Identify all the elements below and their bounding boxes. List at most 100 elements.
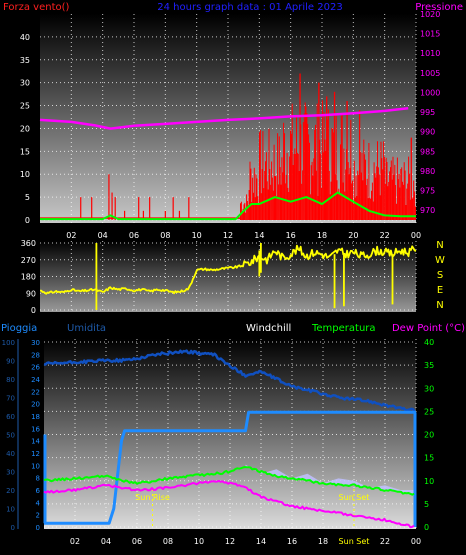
dewpoint-line [43, 479, 415, 529]
temperature-tick-label: 30 [424, 384, 434, 393]
humidity-tick-label: 30 [6, 469, 15, 477]
rain-tick-label: 0 [36, 524, 40, 532]
pressure-axis-label: Pressione [415, 2, 463, 13]
bottom-x-tick-label: 02 [70, 537, 80, 546]
bottom-x-tick-label: 08 [163, 537, 173, 546]
top-x-tick-label: 02 [66, 231, 76, 240]
bottom-x-tick-label: 10 [194, 537, 204, 546]
wind-direction-grid [40, 241, 417, 312]
rain-tick-label: 10 [31, 462, 40, 470]
pressure-tick-label: 980 [420, 167, 435, 176]
humidity-tick-label: 60 [6, 413, 15, 421]
pressure-series [39, 106, 409, 130]
top-x-tick-label: 00 [411, 231, 421, 240]
humidity-tick-label: 40 [6, 450, 15, 458]
bottom-x-tick-label: 14 [256, 537, 266, 546]
pressure-tick-label: 1020 [420, 10, 440, 19]
bottom-x-tick-label: 12 [225, 537, 235, 546]
wind-tick-label: 5 [25, 193, 30, 202]
humidity-tick-label: 10 [6, 506, 15, 514]
rain-tick-label: 18 [31, 413, 40, 421]
pressure-tick-label: 995 [420, 108, 435, 117]
direction-tick-label: 0 [31, 306, 36, 315]
bottom-x-tick-label: 16 [287, 537, 297, 546]
pressure-tick-label: 1005 [420, 69, 440, 78]
temperature-plot-area [44, 339, 416, 529]
temperature-tick-label: 15 [424, 454, 434, 463]
humidity-tick-label: 80 [6, 376, 15, 384]
wind-pressure-chart: 0510152025303540970975980985990995100010… [3, 2, 463, 240]
rain-tick-label: 8 [36, 475, 40, 483]
rain-tick-label: 6 [36, 487, 41, 495]
pressure-tick-label: 990 [420, 128, 435, 137]
temperature-tick-label: 5 [424, 500, 429, 509]
bottom-x-tick-label: 22 [380, 537, 390, 546]
wind-direction-series [40, 243, 417, 310]
wind-gust-series [40, 191, 416, 221]
wind-tick-label: 35 [20, 56, 30, 65]
pressure-line [39, 106, 409, 130]
top-x-tick-label: 16 [286, 231, 296, 240]
temperature-label: Temperatura [311, 323, 376, 334]
pressure-tick-label: 1000 [420, 88, 440, 97]
temperature-tick-label: 10 [424, 477, 434, 486]
sunset-label: Sun Set [339, 493, 370, 502]
wind-gust-line [40, 191, 416, 221]
top-x-tick-label: 10 [192, 231, 202, 240]
pressure-tick-label: 1015 [420, 30, 440, 39]
direction-tick-label: 180 [21, 273, 36, 282]
bottom-x-tick-label: 06 [132, 537, 142, 546]
humidity-label: Umidita [67, 323, 106, 334]
top-x-tick-label: 12 [223, 231, 233, 240]
compass-label: N [436, 300, 443, 311]
bottom-x-tick-label: 18 [318, 537, 328, 546]
humidity-tick-label: 20 [6, 487, 15, 495]
top-x-tick-label: 06 [129, 231, 139, 240]
bottom-x-tick-label: 00 [411, 537, 421, 546]
direction-tick-label: 360 [21, 239, 36, 248]
pressure-tick-label: 985 [420, 147, 435, 156]
wind-tick-label: 40 [20, 33, 30, 42]
temperature-tick-label: 35 [424, 361, 434, 370]
temperature-tick-label: 40 [424, 338, 434, 347]
wind-tick-label: 30 [20, 79, 30, 88]
top-x-tick-label: 04 [98, 231, 108, 240]
rain-tick-label: 2 [36, 512, 40, 520]
direction-tick-label: 90 [26, 289, 36, 298]
rain-line [44, 410, 416, 525]
top-x-tick-label: 08 [160, 231, 170, 240]
wind-tick-label: 25 [20, 102, 30, 111]
humidity-tick-label: 100 [2, 339, 15, 347]
wind-tick-label: 15 [20, 147, 30, 156]
pressure-tick-label: 1010 [420, 49, 440, 58]
rain-tick-label: 4 [36, 499, 41, 507]
rain-label: Pioggia [1, 323, 37, 334]
humidity-tick-label: 50 [6, 432, 15, 440]
direction-tick-label: 270 [21, 256, 36, 265]
rain-tick-label: 26 [31, 364, 40, 372]
rain-tick-label: 16 [31, 425, 40, 433]
humidity-tick-label: 0 [11, 524, 15, 532]
chart-title: 24 hours graph data : 01 Aprile 2023 [157, 2, 342, 13]
humidity-line [43, 349, 416, 412]
wind-speed-series [40, 73, 416, 220]
temperature-humidity-chart: Pioggia Umidita Windchill Temperatura De… [1, 323, 465, 546]
compass-label: N [436, 240, 443, 251]
pressure-tick-label: 970 [420, 206, 435, 215]
wind-direction-line [40, 244, 417, 295]
humidity-tick-label: 90 [6, 358, 15, 366]
bottom-x-tick-label: Sun Set [339, 537, 370, 546]
temperature-tick-label: 25 [424, 407, 434, 416]
compass-label: S [437, 270, 443, 281]
rain-tick-label: 30 [31, 339, 40, 347]
temperature-tick-label: 0 [424, 523, 429, 532]
temperature-line [43, 466, 415, 496]
wind-axis-label: Forza vento() [3, 2, 70, 13]
top-x-tick-label: 14 [254, 231, 264, 240]
rain-tick-label: 28 [31, 351, 40, 359]
compass-label: W [435, 255, 445, 266]
bottom-x-tick-label: 04 [101, 537, 111, 546]
